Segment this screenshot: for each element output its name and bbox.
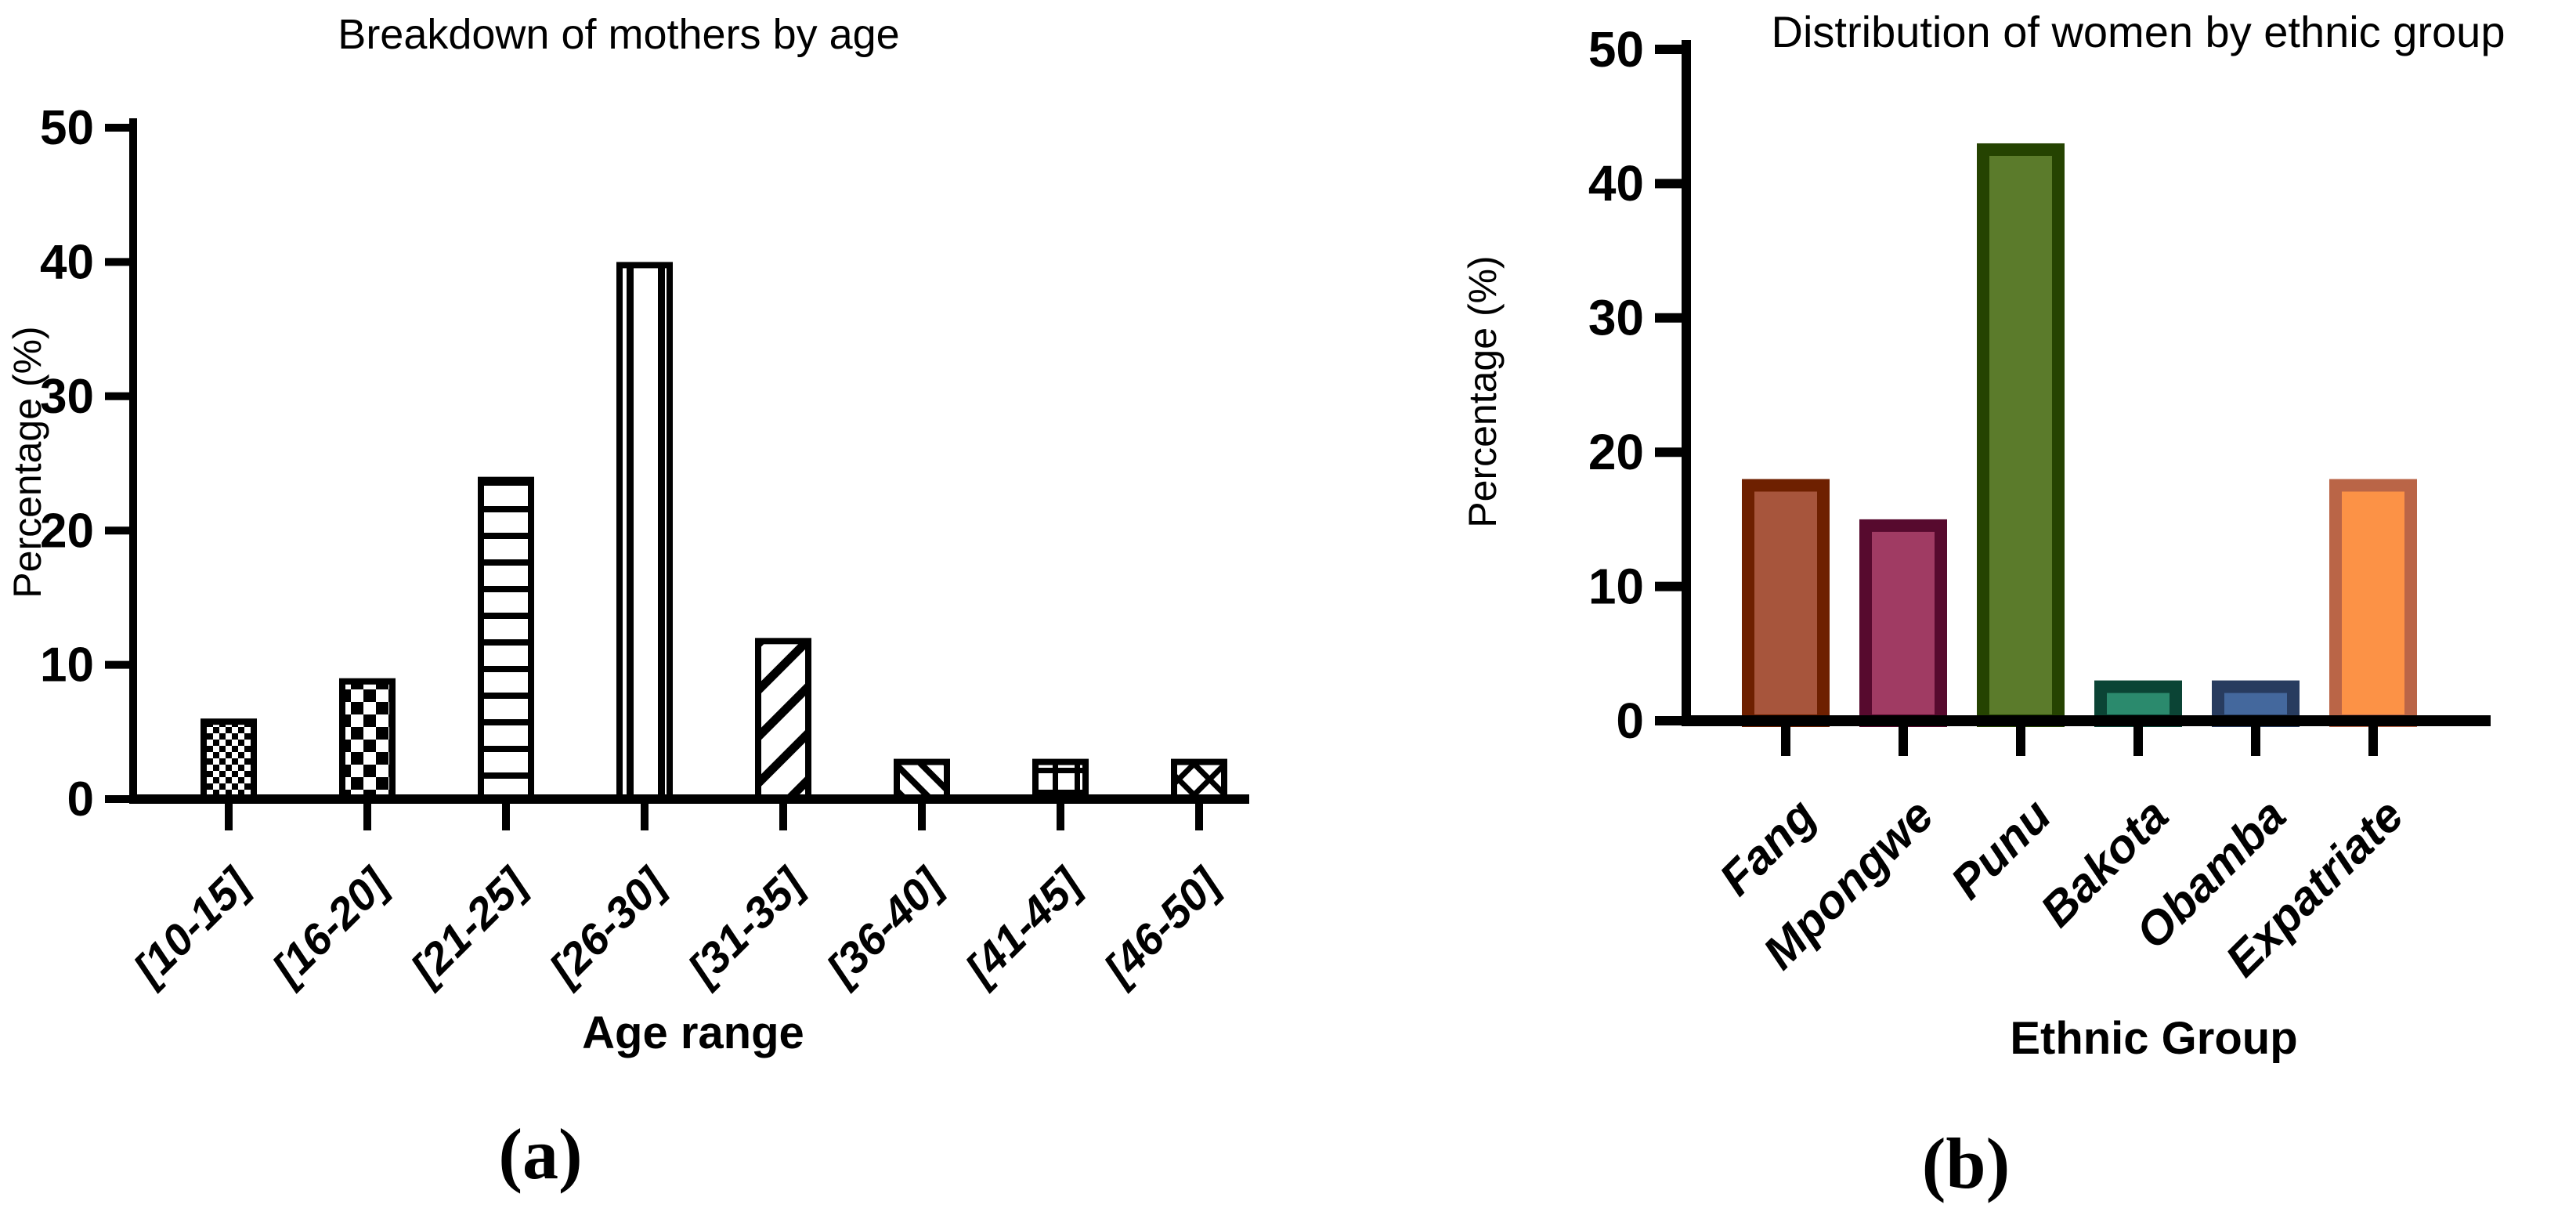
- bar-punu: [1977, 143, 2065, 728]
- bar-10-15: [201, 718, 257, 802]
- y-axis-title: Percentage (%): [1461, 255, 1505, 527]
- y-tick-label: 10: [1588, 558, 1644, 614]
- bar-31-35: [755, 638, 811, 802]
- y-tick-label: 0: [67, 772, 94, 827]
- x-category-label: [21-25]: [400, 857, 537, 994]
- x-category-label: [46-50]: [1093, 857, 1230, 994]
- panel-b-caption: (b): [1921, 1123, 2011, 1203]
- chart-title: Breakdown of mothers by age: [338, 11, 899, 58]
- x-category-label: [36-40]: [816, 857, 953, 994]
- x-axis-title: Ethnic Group: [2010, 1013, 2297, 1064]
- y-tick-label: 50: [40, 101, 94, 155]
- bar-46-50: [1171, 758, 1227, 803]
- x-category-label: [10-15]: [123, 857, 260, 994]
- bar-16-20: [339, 678, 396, 802]
- x-category-label: [16-20]: [262, 857, 399, 994]
- y-axis-title: Percentage (%): [5, 326, 49, 598]
- bar-21-25: [478, 476, 534, 802]
- x-axis-title: Age range: [582, 1007, 804, 1058]
- bar-fang: [1742, 479, 1830, 727]
- bar-26-30: [616, 262, 673, 802]
- bar-mpongwe: [1859, 519, 1947, 728]
- panel-a-caption: (a): [498, 1114, 583, 1194]
- y-tick-label: 20: [1588, 424, 1644, 480]
- bar-41-45: [1032, 758, 1089, 803]
- y-tick-label: 30: [1588, 290, 1644, 346]
- x-category-label: [26-30]: [539, 857, 676, 994]
- x-category-label: [31-35]: [677, 857, 815, 994]
- y-tick-label: 0: [1616, 693, 1644, 749]
- bar-expatriate: [2329, 479, 2417, 727]
- chart-panel-a-mothers-by-age: Breakdown of mothers by age Percentage (%…: [5, 11, 1249, 1058]
- y-tick-label: 40: [1588, 155, 1644, 212]
- bar-36-40: [894, 758, 950, 803]
- bar-bakota: [2094, 680, 2182, 728]
- chart-title: Distribution of women by ethnic group: [1772, 7, 2506, 56]
- x-category-label: [41-45]: [955, 857, 1092, 994]
- y-tick-label: 10: [40, 638, 94, 693]
- y-tick-label: 40: [40, 235, 94, 289]
- chart-panel-b-women-by-ethnic-group: Distribution of women by ethnic group Per…: [1461, 7, 2506, 1064]
- y-tick-label: 20: [40, 504, 94, 558]
- y-tick-label: 50: [1588, 21, 1644, 78]
- y-tick-label: 30: [40, 370, 94, 424]
